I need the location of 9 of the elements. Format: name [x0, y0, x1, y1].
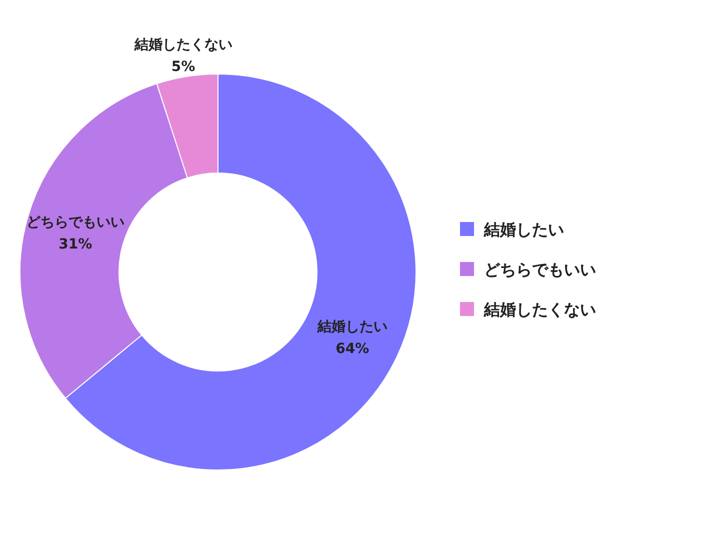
legend-label: どちらでもいい: [484, 260, 596, 279]
slice-label: 結婚したい: [316, 319, 388, 336]
legend-label: 結婚したい: [483, 220, 564, 239]
data-label: 64%: [336, 341, 370, 358]
slice-label: どちらでもいい: [26, 214, 124, 231]
slice-label: 結婚したくない: [133, 36, 232, 53]
data-label: 31%: [58, 236, 92, 253]
legend-label: 結婚したくない: [483, 300, 596, 319]
data-label: 5%: [171, 58, 196, 75]
